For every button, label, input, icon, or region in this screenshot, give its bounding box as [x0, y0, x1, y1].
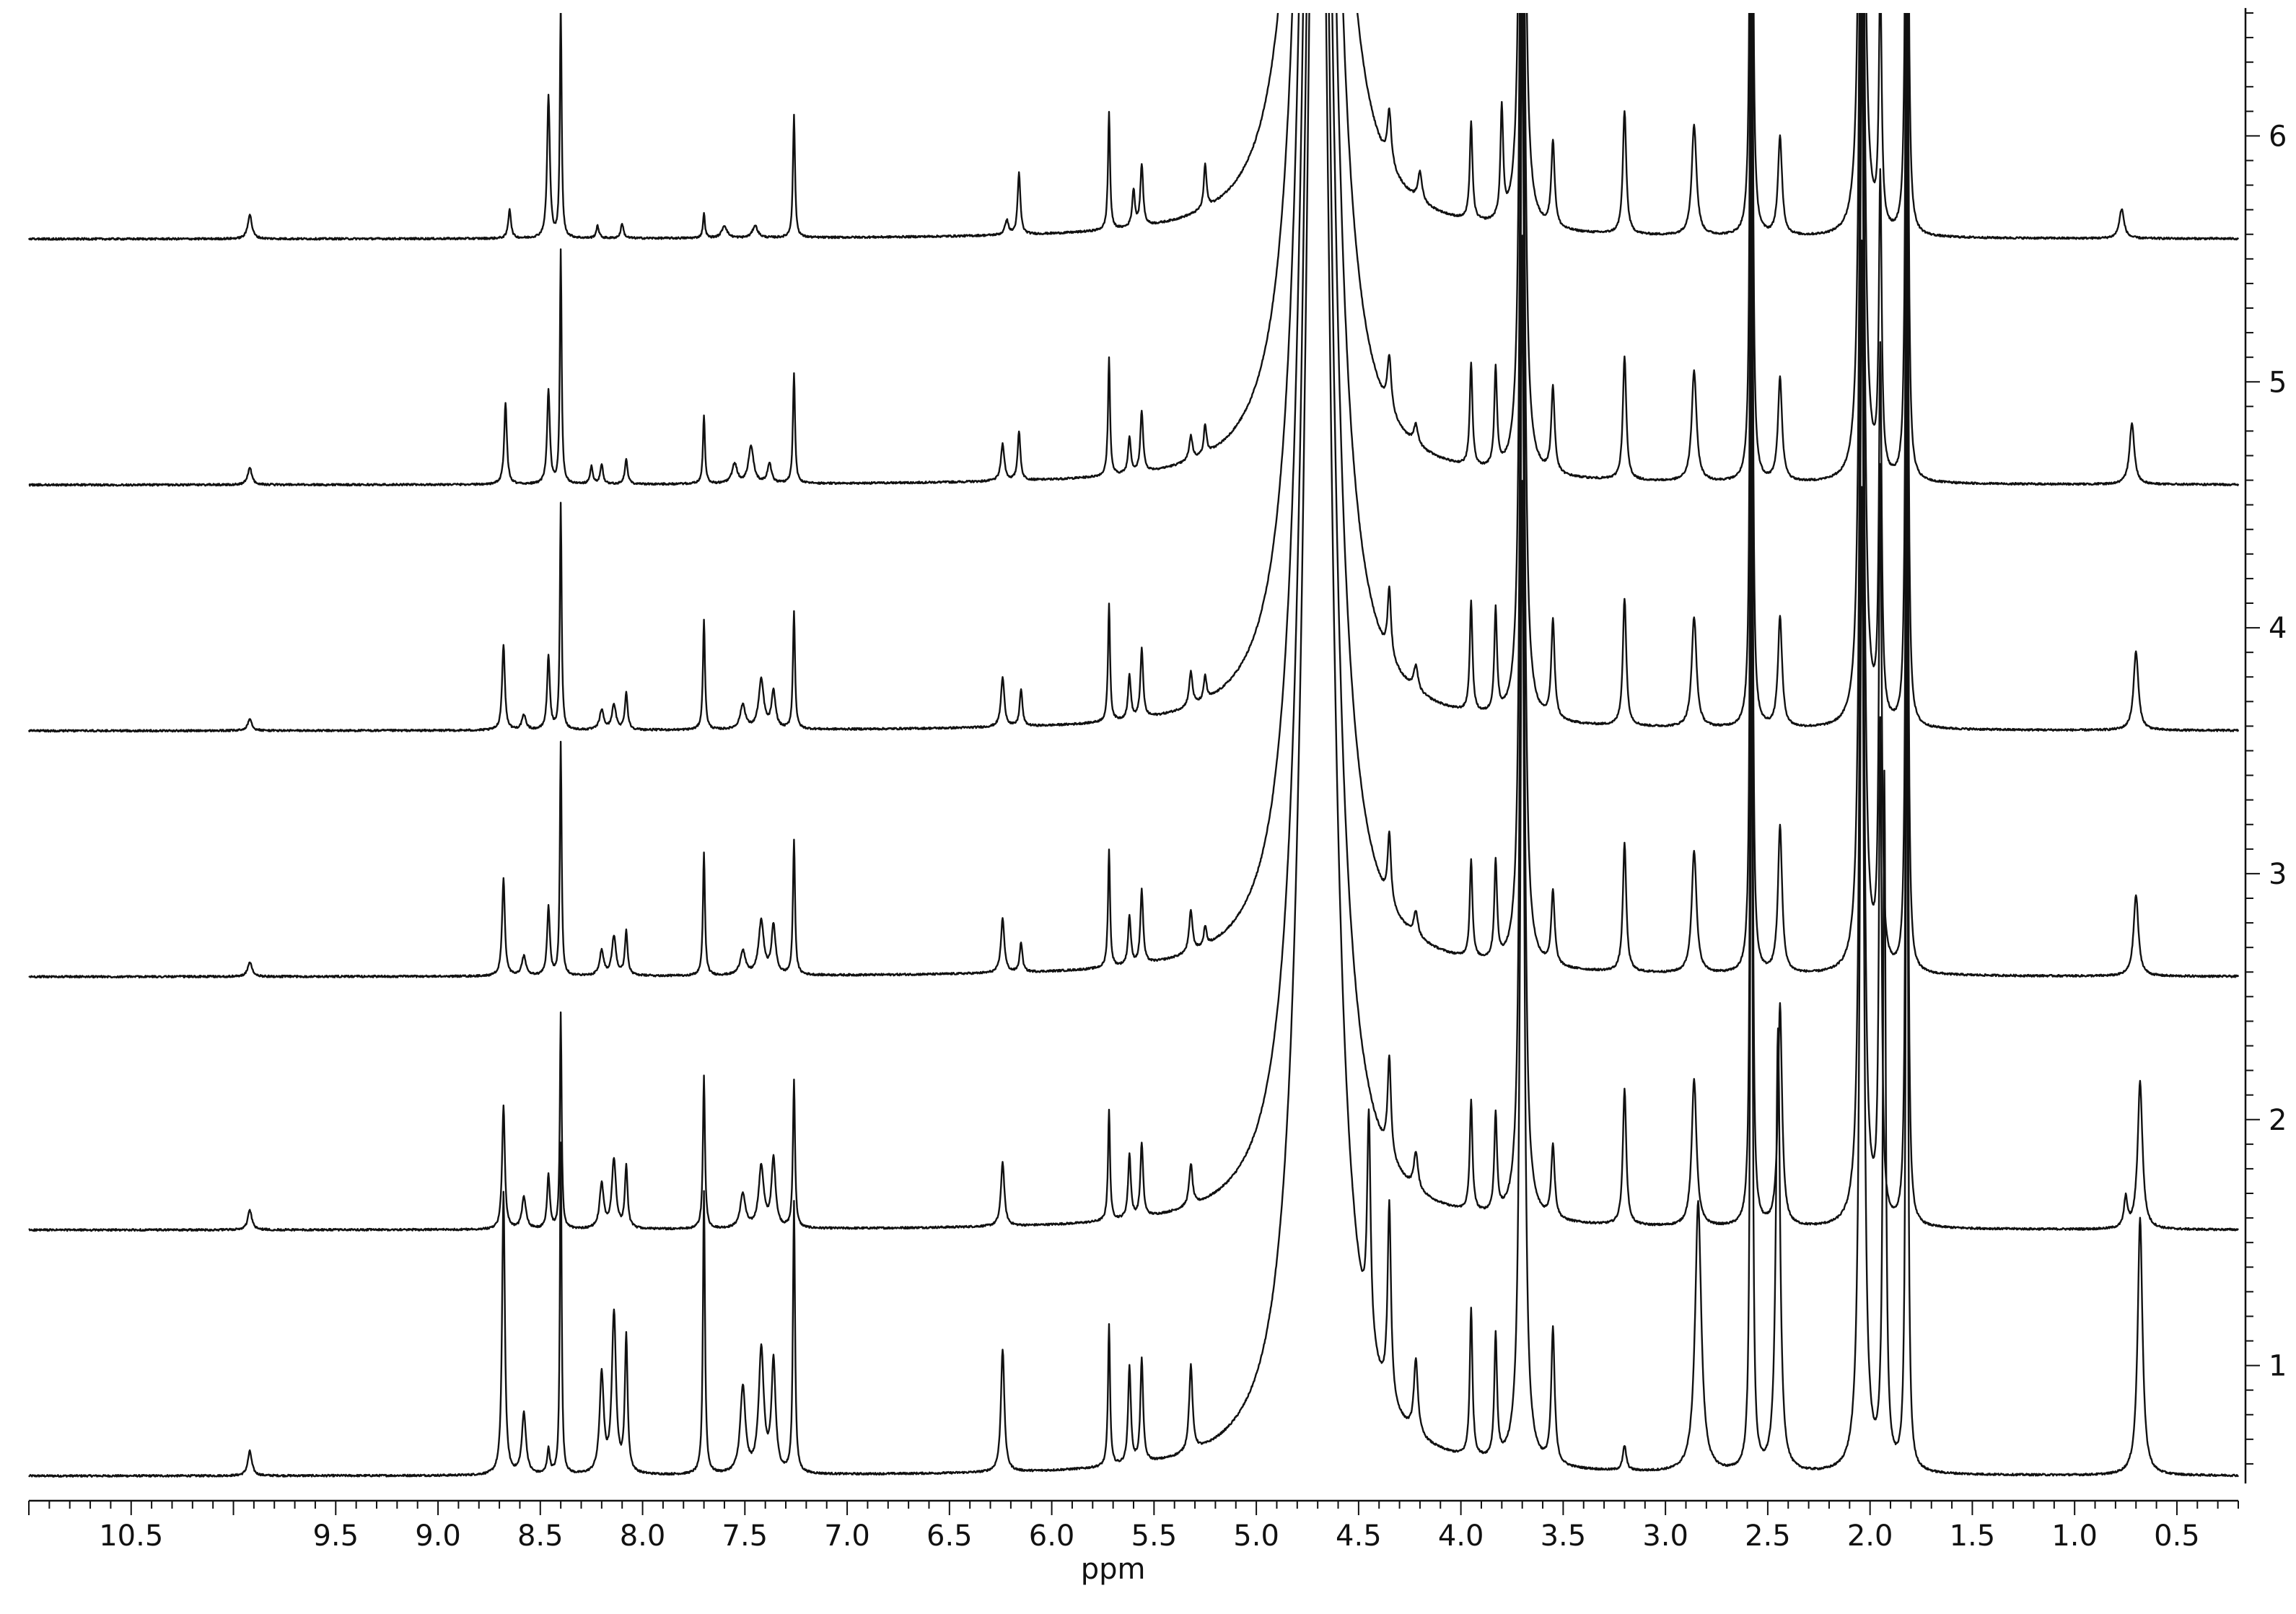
spectrum-3-trace	[28, 13, 2240, 979]
x-tick-label: 4.5	[1336, 1519, 1382, 1553]
y-tick-label: 1	[2269, 1350, 2287, 1383]
x-tick-label: 3.0	[1642, 1519, 1688, 1553]
y-tick-label: 3	[2269, 858, 2287, 891]
x-tick-label: 4.0	[1438, 1519, 1484, 1553]
spectrum-2-trace	[28, 13, 2239, 1232]
spectrum-1-trace	[28, 13, 2239, 1478]
spectrum-3	[28, 13, 2240, 979]
x-tick-label: 9.0	[415, 1519, 461, 1553]
y-tick-label: 4	[2269, 612, 2287, 645]
x-tick-label: 5.0	[1233, 1519, 1279, 1553]
x-tick-label: 2.0	[1847, 1519, 1893, 1553]
x-tick-label: 8.0	[620, 1519, 666, 1553]
x-tick-label: 0.5	[2154, 1519, 2200, 1553]
spectrum-2	[28, 13, 2239, 1232]
spectrum-6	[27, 13, 2240, 241]
x-tick-label: 5.5	[1131, 1519, 1178, 1553]
x-tick-label: 1.0	[2051, 1519, 2098, 1553]
x-axis: 10.5 9.5 9.0 8.5 8.0 7.5 7.0 6.5 6.0 5.5 5.0 4.5 4.0…	[28, 1499, 2239, 1553]
x-tick-label: 8.5	[517, 1519, 564, 1553]
y-tick-label: 5	[2269, 366, 2287, 399]
x-tick-label: 9.5	[312, 1519, 359, 1553]
spectrum-4	[27, 13, 2240, 733]
x-tick-label: 7.5	[722, 1519, 768, 1553]
spectrum-5-trace	[28, 13, 2240, 487]
spectrum-6-trace	[27, 13, 2240, 241]
y-axis: 1 2 3 4 5 6	[2244, 8, 2287, 1484]
spectrum-1	[28, 13, 2239, 1478]
y-tick-label: 2	[2269, 1104, 2287, 1137]
x-tick-label: 3.5	[1541, 1519, 1587, 1553]
spectrum-4-trace	[27, 13, 2240, 733]
x-tick-label: 1.5	[1950, 1519, 1996, 1553]
x-tick-label: 6.0	[1029, 1519, 1075, 1553]
spectrum-5	[28, 13, 2240, 487]
x-tick-label: 7.0	[824, 1519, 870, 1553]
x-axis-label: ppm	[1081, 1553, 1146, 1586]
y-tick-label: 6	[2269, 120, 2287, 153]
x-tick-label: 2.5	[1745, 1519, 1791, 1553]
x-tick-label: 10.5	[99, 1519, 163, 1553]
x-tick-label: 6.5	[926, 1519, 973, 1553]
spectra-layer	[27, 13, 2240, 1478]
